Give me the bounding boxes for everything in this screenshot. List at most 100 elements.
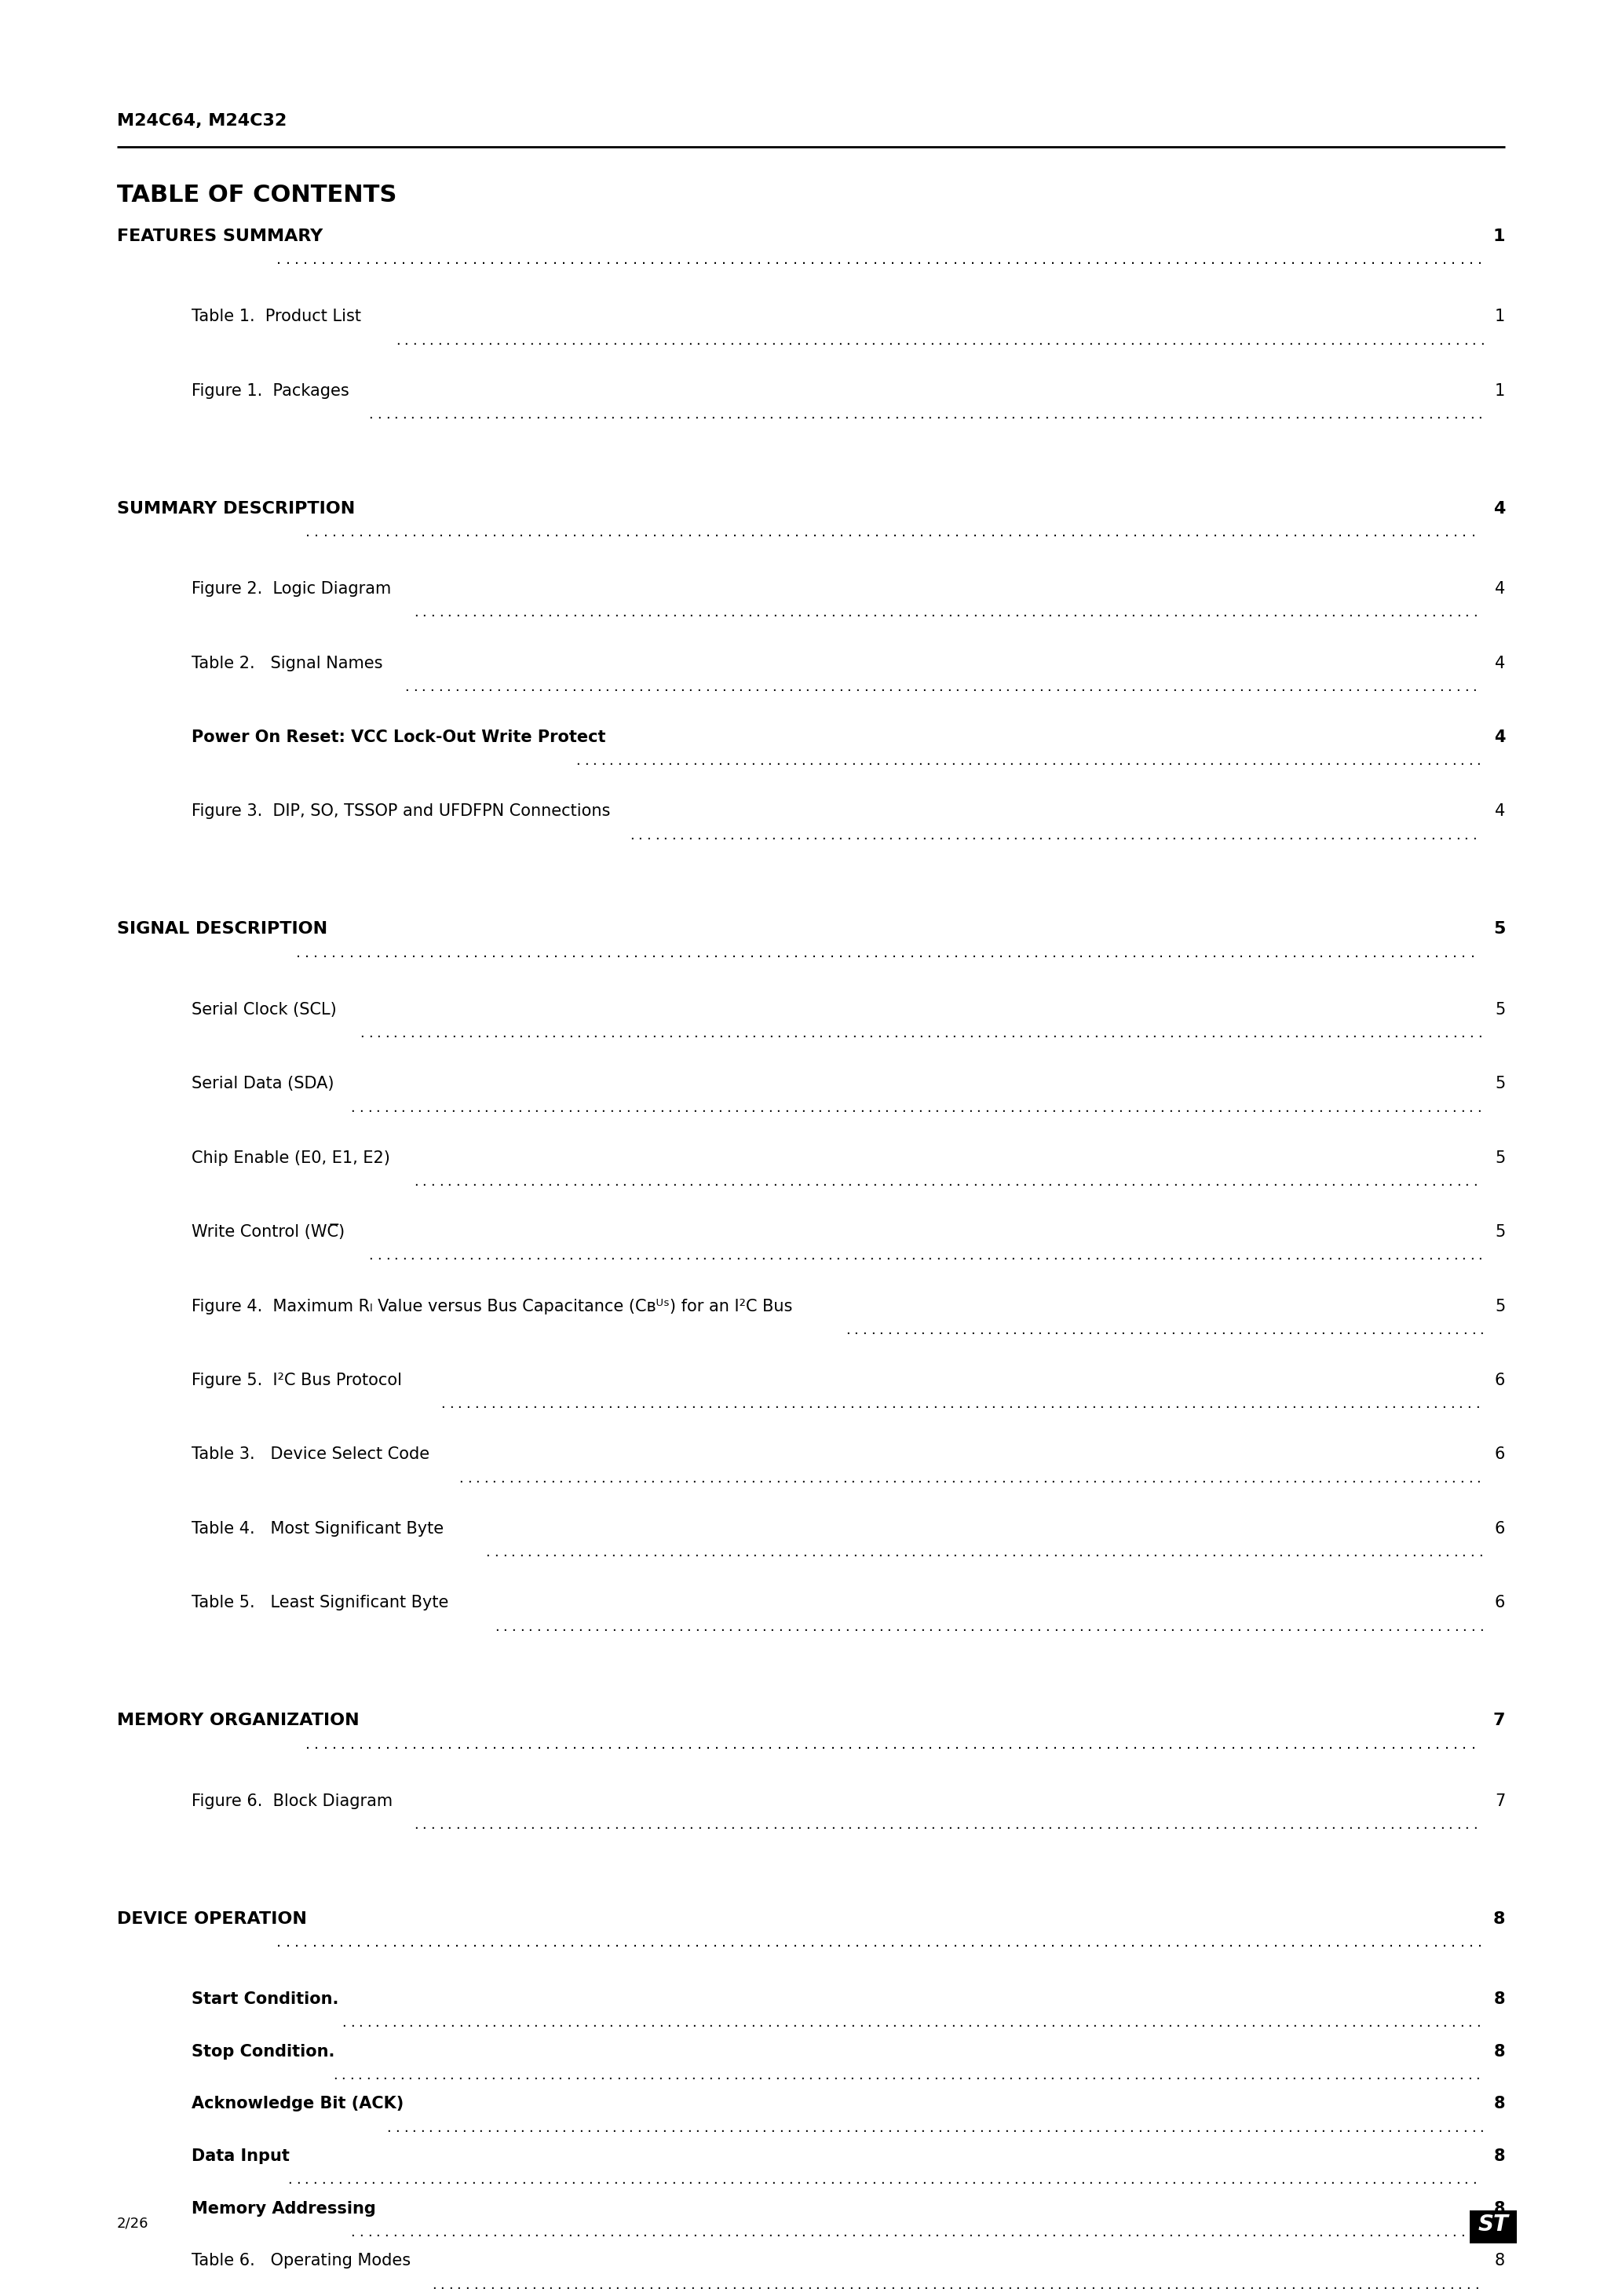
Text: .: . <box>1419 1249 1424 1263</box>
Text: .: . <box>1424 1398 1429 1412</box>
Text: .: . <box>856 1176 860 1189</box>
Text: .: . <box>469 409 474 422</box>
Text: .: . <box>496 2172 501 2188</box>
Text: .: . <box>1437 1249 1440 1263</box>
Text: .: . <box>712 1619 715 1635</box>
Text: .: . <box>1286 1026 1289 1040</box>
Text: .: . <box>1101 1100 1106 1114</box>
Text: .: . <box>550 1472 555 1486</box>
Text: .: . <box>555 333 558 347</box>
Text: .: . <box>1088 680 1093 693</box>
Text: .: . <box>1056 1818 1061 1832</box>
Text: .: . <box>938 1322 941 1336</box>
Text: .: . <box>1236 1249 1241 1263</box>
Text: .: . <box>1192 1472 1197 1486</box>
Text: .: . <box>754 829 759 843</box>
Text: .: . <box>1444 946 1448 960</box>
Text: .: . <box>1014 829 1017 843</box>
Text: .: . <box>1364 1176 1369 1189</box>
Text: .: . <box>912 2122 916 2135</box>
Text: .: . <box>506 1176 509 1189</box>
Text: .: . <box>879 829 884 843</box>
Text: .: . <box>884 2225 889 2239</box>
Text: .: . <box>576 2016 579 2030</box>
Text: .: . <box>876 2016 879 2030</box>
Text: .: . <box>962 1322 967 1336</box>
Text: .: . <box>1296 333 1301 347</box>
Text: .: . <box>1330 829 1335 843</box>
Text: .: . <box>1434 1472 1439 1486</box>
Text: .: . <box>1260 1100 1264 1114</box>
Text: .: . <box>1032 606 1035 620</box>
Text: .: . <box>853 2122 858 2135</box>
Text: .: . <box>931 606 936 620</box>
Text: .: . <box>501 2225 504 2239</box>
Text: .: . <box>855 333 858 347</box>
Text: .: . <box>576 753 581 769</box>
Text: .: . <box>1137 1322 1142 1336</box>
Text: .: . <box>787 1619 792 1635</box>
Text: .: . <box>436 1936 441 1949</box>
Text: .: . <box>1255 1818 1260 1832</box>
Text: .: . <box>1306 2172 1309 2188</box>
Text: .: . <box>488 1818 493 1832</box>
Text: .: . <box>882 946 887 960</box>
Text: .: . <box>1259 2016 1264 2030</box>
Text: .: . <box>1111 1619 1116 1635</box>
Text: .: . <box>444 1249 448 1263</box>
Text: .: . <box>970 253 975 266</box>
Text: .: . <box>1393 753 1398 769</box>
Text: .: . <box>1218 1472 1221 1486</box>
Text: .: . <box>1186 523 1191 540</box>
Text: .: . <box>858 2069 863 2082</box>
Text: .: . <box>749 1398 754 1412</box>
Text: .: . <box>1229 2122 1233 2135</box>
Text: .: . <box>855 253 860 266</box>
Text: .: . <box>827 409 832 422</box>
Text: .: . <box>1043 1026 1048 1040</box>
Text: .: . <box>774 1398 779 1412</box>
Text: .: . <box>1017 1472 1022 1486</box>
Text: .: . <box>1049 2278 1053 2291</box>
Text: .: . <box>524 1398 529 1412</box>
Text: .: . <box>1463 333 1468 347</box>
Text: .: . <box>1413 1322 1418 1336</box>
Text: .: . <box>504 2172 509 2188</box>
Text: .: . <box>1317 1398 1320 1412</box>
Text: .: . <box>775 2225 780 2239</box>
Text: .: . <box>642 1100 647 1114</box>
Text: .: . <box>1234 1100 1239 1114</box>
Text: .: . <box>628 1619 633 1635</box>
Text: .: . <box>566 1398 569 1412</box>
Text: .: . <box>1309 2069 1312 2082</box>
Text: .: . <box>1364 829 1367 843</box>
Text: .: . <box>1385 753 1388 769</box>
Text: .: . <box>446 253 451 266</box>
Text: .: . <box>438 606 443 620</box>
Text: .: . <box>897 606 902 620</box>
Text: .: . <box>1251 1472 1255 1486</box>
Text: .: . <box>1231 680 1234 693</box>
Text: .: . <box>754 2122 757 2135</box>
Text: .: . <box>448 523 453 540</box>
Text: .: . <box>976 1100 981 1114</box>
Text: .: . <box>855 680 860 693</box>
Text: .: . <box>1249 523 1254 540</box>
Text: .: . <box>1140 946 1145 960</box>
Text: .: . <box>1116 1398 1121 1412</box>
Text: .: . <box>1069 1026 1074 1040</box>
Text: .: . <box>1101 1026 1106 1040</box>
Text: .: . <box>1332 1176 1335 1189</box>
Text: .: . <box>526 253 530 266</box>
Text: .: . <box>1440 606 1444 620</box>
Text: .: . <box>1163 1322 1166 1336</box>
Text: .: . <box>1226 1472 1231 1486</box>
Text: .: . <box>602 409 607 422</box>
Text: .: . <box>689 2278 694 2291</box>
Text: .: . <box>1072 606 1077 620</box>
Text: .: . <box>1053 1249 1058 1263</box>
Text: 5: 5 <box>1495 1077 1505 1091</box>
Text: .: . <box>976 2225 981 2239</box>
Text: .: . <box>795 946 798 960</box>
Text: .: . <box>1374 1736 1377 1752</box>
